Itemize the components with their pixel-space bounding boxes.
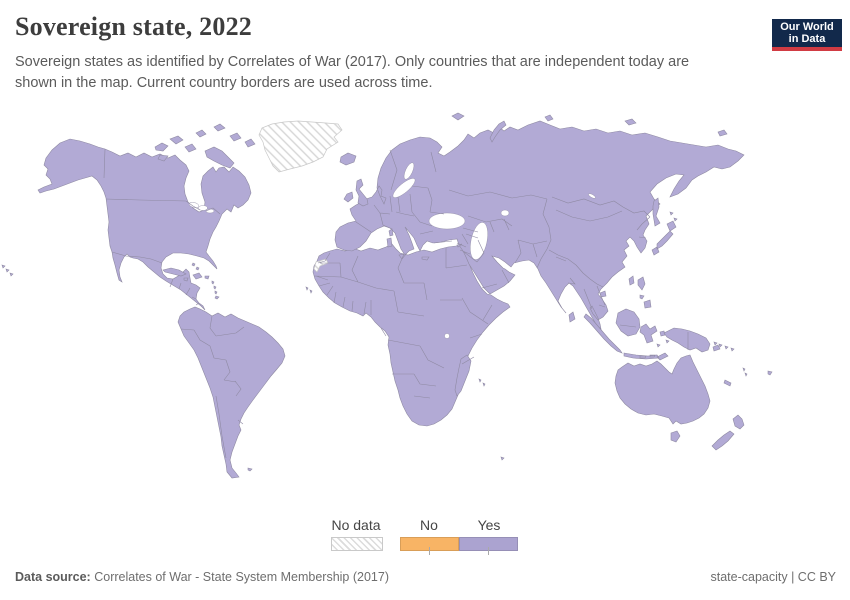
data-source: Data source: Correlates of War - State S… [15,570,389,584]
chart-subtitle: Sovereign states as identified by Correl… [15,54,690,91]
aral-sea [500,209,510,217]
region-east-asian-islands[interactable] [599,197,678,298]
page-title: Sovereign state, 2022 [15,12,252,41]
region-eurasia[interactable] [334,120,745,330]
region-iceland[interactable] [339,152,357,166]
region-new-guinea[interactable] [663,327,721,353]
gulf-of-bothnia [403,162,415,180]
region-tasmania[interactable] [670,430,681,443]
data-source-text: Correlates of War - State System Members… [94,570,389,584]
world-map-container [0,108,850,513]
owid-logo[interactable]: Our World in Data [772,19,842,51]
legend-label-no-data: No data [331,517,381,533]
baltic-sea [392,178,416,198]
legend-label-no: No [420,517,438,533]
legend-swatch-no-data[interactable] [331,537,383,551]
region-mediterranean-islands [386,228,463,261]
region-new-zealand[interactable] [711,414,745,451]
license-note[interactable]: state-capacity | CC BY [710,570,836,584]
world-map [1,112,773,479]
owid-logo-line1: Our World [780,21,834,33]
great-lakes [188,202,200,208]
chart-footer: Data source: Correlates of War - State S… [15,566,836,588]
region-pacific-islands [1,264,773,472]
region-arctic-islands [154,112,728,169]
region-south-america[interactable] [177,306,286,479]
region-australia[interactable] [614,354,711,425]
legend-label-yes: Yes [477,517,501,533]
region-madagascar[interactable] [454,354,472,397]
inland-seas [188,162,596,339]
region-north-america[interactable] [37,138,252,311]
country-borders [103,148,689,459]
region-british-isles[interactable] [343,178,369,207]
legend-tick [429,547,430,555]
owid-logo-line2: in Data [788,33,826,45]
region-caribbean-islands [162,262,220,300]
data-source-label: Data source: [15,570,91,584]
region-southeast-asian-islands[interactable] [583,276,670,361]
black-sea [428,212,466,230]
region-greenland-no-data[interactable] [258,120,343,173]
lake-baikal [588,193,596,199]
great-lakes [198,205,208,211]
lake-victoria [444,333,450,339]
region-sri-lanka [568,311,576,323]
caspian-sea [470,222,488,260]
legend-tick [488,547,489,555]
